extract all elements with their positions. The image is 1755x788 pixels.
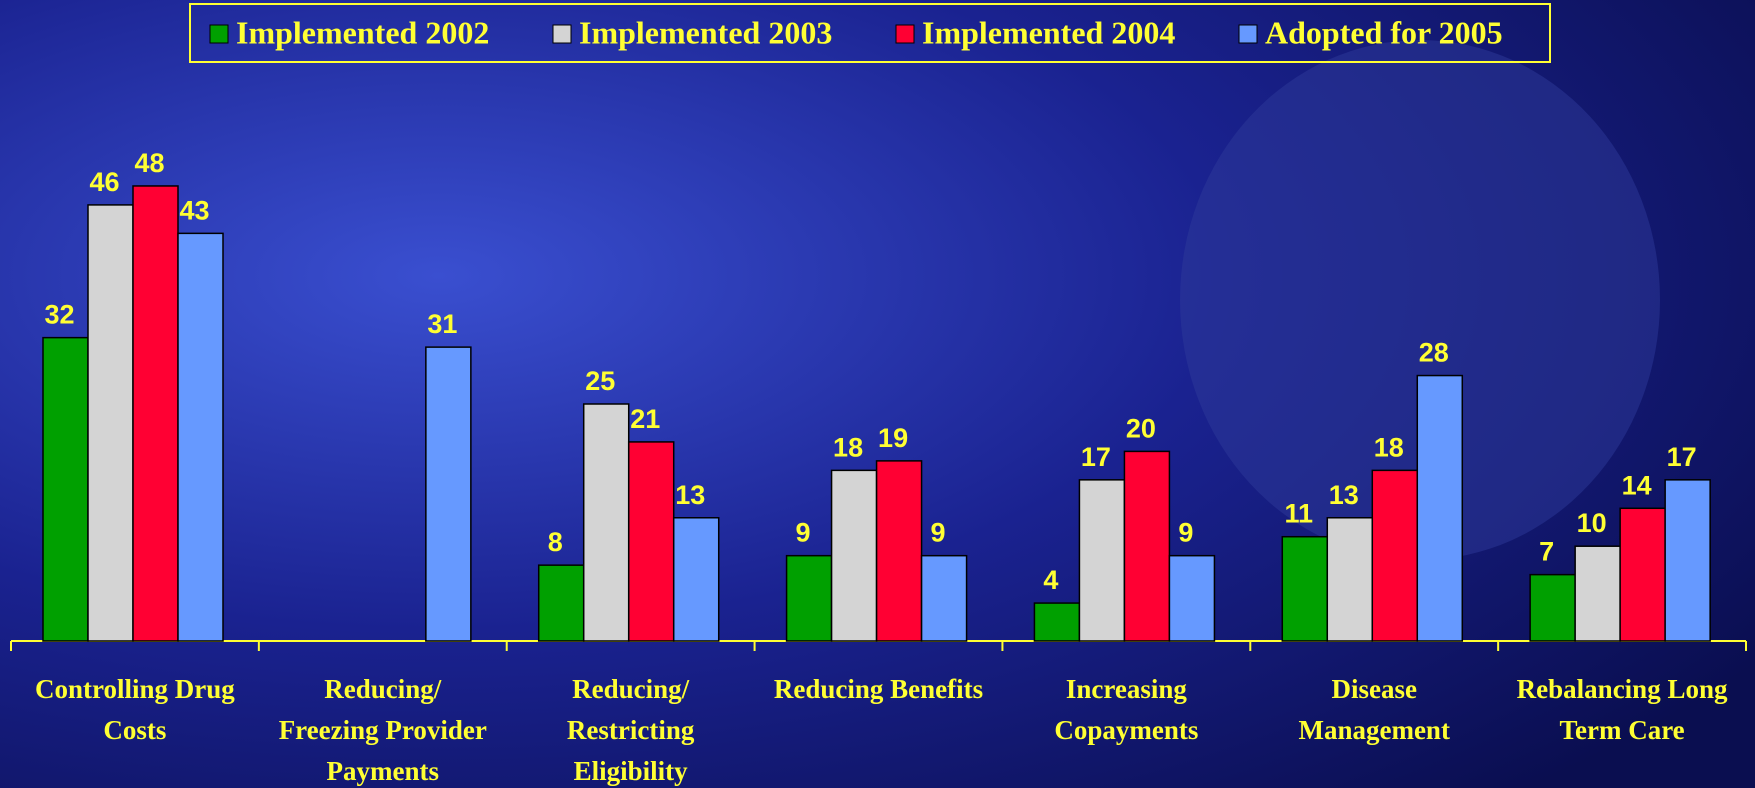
value-label: 9 bbox=[796, 518, 811, 548]
value-label: 19 bbox=[878, 423, 908, 453]
value-label: 13 bbox=[675, 480, 705, 510]
bar bbox=[1282, 537, 1327, 641]
value-label: 18 bbox=[833, 432, 863, 462]
chart: Implemented 2002 Implemented 2003 Implemen… bbox=[0, 0, 1755, 788]
value-label: 25 bbox=[585, 366, 615, 396]
value-label: 10 bbox=[1577, 508, 1607, 538]
value-label: 11 bbox=[1285, 499, 1314, 529]
value-label: 7 bbox=[1539, 537, 1554, 567]
value-label: 32 bbox=[44, 300, 74, 330]
value-label: 46 bbox=[89, 167, 119, 197]
bar bbox=[629, 442, 674, 641]
value-label: 21 bbox=[630, 404, 660, 434]
bar bbox=[426, 347, 471, 641]
value-label: 20 bbox=[1126, 413, 1156, 443]
bar bbox=[1034, 603, 1079, 641]
bar bbox=[1530, 575, 1575, 641]
bar bbox=[1665, 480, 1710, 641]
bar bbox=[787, 556, 832, 641]
bar bbox=[1575, 546, 1620, 641]
bar bbox=[832, 470, 877, 641]
bar bbox=[88, 205, 133, 641]
legend-swatch bbox=[896, 25, 914, 43]
value-label: 17 bbox=[1667, 442, 1697, 472]
legend-label: Adopted for 2005 bbox=[1265, 14, 1503, 50]
legend-swatch bbox=[210, 25, 228, 43]
bar bbox=[133, 186, 178, 641]
value-label: 9 bbox=[931, 518, 946, 548]
bar bbox=[1372, 470, 1417, 641]
legend-label: Implemented 2002 bbox=[236, 14, 489, 50]
value-label: 9 bbox=[1178, 518, 1193, 548]
value-label: 8 bbox=[548, 527, 563, 557]
value-label: 4 bbox=[1043, 565, 1058, 595]
legend-swatch bbox=[553, 25, 571, 43]
bar bbox=[1620, 508, 1665, 641]
legend-label: Implemented 2003 bbox=[579, 14, 832, 50]
value-label: 14 bbox=[1622, 470, 1652, 500]
bar bbox=[1079, 480, 1124, 641]
value-label: 28 bbox=[1419, 338, 1449, 368]
value-label: 43 bbox=[179, 195, 209, 225]
value-label: 13 bbox=[1329, 480, 1359, 510]
bar bbox=[1327, 518, 1372, 641]
bar bbox=[43, 338, 88, 641]
page: Implemented 2002 Implemented 2003 Implemen… bbox=[0, 0, 1755, 788]
value-label: 31 bbox=[427, 309, 457, 339]
value-label: 18 bbox=[1374, 432, 1404, 462]
bar bbox=[584, 404, 629, 641]
bar bbox=[539, 565, 584, 641]
bar bbox=[674, 518, 719, 641]
bar bbox=[877, 461, 922, 641]
bar bbox=[1124, 451, 1169, 641]
value-label: 48 bbox=[134, 148, 164, 178]
bar bbox=[1417, 376, 1462, 641]
bar bbox=[178, 233, 223, 641]
legend-label: Implemented 2004 bbox=[922, 14, 1175, 50]
bar bbox=[1169, 556, 1214, 641]
legend-swatch bbox=[1239, 25, 1257, 43]
x-tick-label: Reducing Benefits bbox=[774, 674, 983, 704]
bar bbox=[922, 556, 967, 641]
value-label: 17 bbox=[1081, 442, 1111, 472]
